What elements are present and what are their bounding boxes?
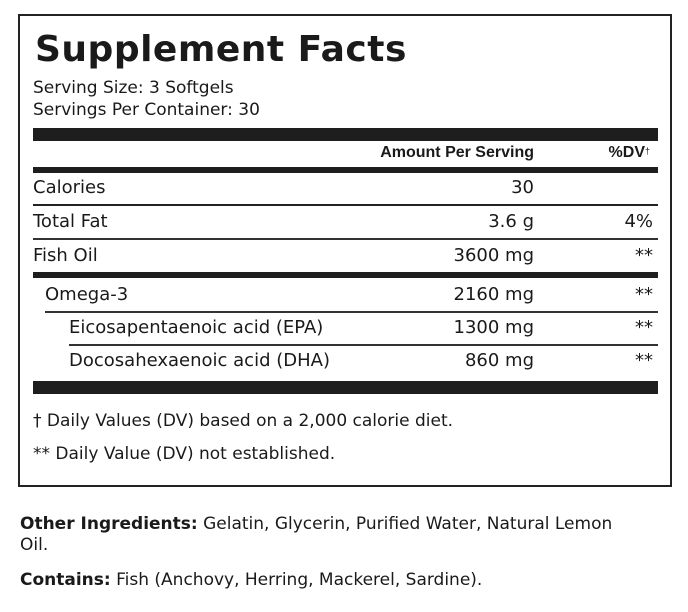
servings-per-container: Servings Per Container: 30 bbox=[33, 100, 260, 120]
row-divider bbox=[33, 204, 658, 206]
contains-text: Fish (Anchovy, Herring, Mackerel, Sardin… bbox=[110, 570, 483, 590]
thick-divider-top bbox=[33, 128, 658, 141]
row-label-total-fat: Total Fat bbox=[33, 211, 108, 232]
contains-label: Contains: bbox=[20, 570, 111, 590]
row-label-fish-oil: Fish Oil bbox=[33, 245, 98, 266]
row-amount-epa: 1300 mg bbox=[453, 317, 535, 338]
row-amount-total-fat: 3.6 g bbox=[488, 211, 534, 232]
row-label-epa: Eicosapentaenoic acid (EPA) bbox=[69, 317, 324, 338]
row-label-omega-3: Omega-3 bbox=[45, 284, 129, 305]
row-dv-omega-3: ** bbox=[635, 284, 653, 305]
row-divider bbox=[45, 311, 658, 313]
amount-per-serving-header: Amount Per Serving bbox=[380, 144, 534, 161]
dv-dagger: † bbox=[644, 146, 650, 156]
contains-allergens: Contains: Fish (Anchovy, Herring, Macker… bbox=[20, 570, 620, 591]
row-dv-epa: ** bbox=[635, 317, 653, 338]
row-dv-fish-oil: ** bbox=[635, 245, 653, 266]
supplement-facts-panel: Supplement Facts Serving Size: 3 Softgel… bbox=[18, 14, 672, 487]
row-label-dha: Docosahexaenoic acid (DHA) bbox=[69, 350, 330, 371]
row-amount-calories: 30 bbox=[511, 177, 534, 198]
medium-divider bbox=[33, 167, 658, 173]
footnote-dv-not-established: ** Daily Value (DV) not established. bbox=[33, 444, 336, 464]
thick-divider-bottom bbox=[33, 381, 658, 394]
row-amount-omega-3: 2160 mg bbox=[453, 284, 535, 305]
row-divider bbox=[69, 344, 658, 346]
row-amount-fish-oil: 3600 mg bbox=[453, 245, 535, 266]
medium-divider bbox=[33, 272, 658, 278]
serving-size: Serving Size: 3 Softgels bbox=[33, 78, 234, 98]
row-dv-total-fat: 4% bbox=[624, 211, 653, 232]
other-ingredients: Other Ingredients: Gelatin, Glycerin, Pu… bbox=[20, 514, 620, 556]
other-ingredients-text: Gelatin, Glycerin, Purified Water, Natur… bbox=[20, 514, 613, 555]
footnote-dv-basis: † Daily Values (DV) based on a 2,000 cal… bbox=[33, 411, 454, 431]
row-divider bbox=[33, 238, 658, 240]
row-label-calories: Calories bbox=[33, 177, 106, 198]
panel-title: Supplement Facts bbox=[35, 29, 407, 70]
row-amount-dha: 860 mg bbox=[464, 350, 534, 371]
other-ingredients-label: Other Ingredients: bbox=[20, 514, 198, 534]
row-dv-dha: ** bbox=[635, 350, 653, 371]
dv-header: %DV† bbox=[608, 144, 650, 161]
